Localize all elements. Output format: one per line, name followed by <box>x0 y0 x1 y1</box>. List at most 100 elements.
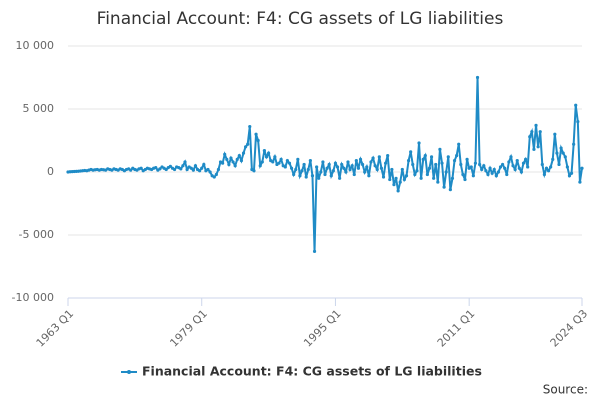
data-point <box>325 166 329 170</box>
data-point <box>390 167 394 172</box>
data-point <box>296 157 300 161</box>
data-point <box>179 167 183 171</box>
data-point <box>315 165 319 169</box>
data-point <box>461 172 465 177</box>
data-point <box>398 180 402 184</box>
data-point <box>200 166 204 170</box>
data-point <box>480 167 484 172</box>
data-point <box>310 174 315 178</box>
data-point <box>321 160 325 164</box>
data-point <box>544 166 549 170</box>
data-point <box>308 159 312 163</box>
data-point <box>534 123 538 127</box>
data-point <box>557 162 561 167</box>
data-point <box>229 156 233 160</box>
data-point <box>327 162 331 167</box>
data-point <box>233 164 237 168</box>
data-point <box>356 166 361 170</box>
y-tick-label: -5 000 <box>19 228 54 241</box>
data-point <box>312 249 317 253</box>
data-point <box>528 135 532 139</box>
data-point <box>235 157 239 161</box>
data-point <box>526 165 530 169</box>
y-tick-label: 10 000 <box>16 39 55 52</box>
data-point <box>442 185 446 189</box>
data-point <box>488 166 492 170</box>
data-point <box>361 162 365 167</box>
data-point <box>252 169 256 173</box>
data-point <box>444 170 448 174</box>
data-point <box>473 161 478 165</box>
data-point <box>231 160 235 164</box>
data-point <box>521 161 526 165</box>
data-point <box>496 170 501 174</box>
data-point <box>530 130 534 134</box>
data-point <box>335 165 340 169</box>
data-point <box>532 147 536 151</box>
data-point <box>565 165 569 169</box>
data-point <box>572 142 576 146</box>
data-point <box>536 145 540 149</box>
data-point <box>432 176 436 180</box>
data-point <box>519 170 524 174</box>
data-point <box>266 151 271 155</box>
data-point <box>289 166 294 170</box>
data-point <box>406 159 411 163</box>
data-point <box>319 170 323 174</box>
x-tick-label: 2011 Q1 <box>435 307 478 350</box>
data-point <box>185 167 189 172</box>
data-point <box>578 180 582 184</box>
data-point <box>478 162 482 167</box>
data-point <box>515 159 519 163</box>
data-point <box>465 157 469 161</box>
data-point <box>129 168 133 172</box>
data-point <box>486 172 490 177</box>
data-point <box>498 165 503 169</box>
data-point <box>348 167 352 172</box>
data-point <box>429 155 434 159</box>
data-point <box>490 171 494 175</box>
data-point <box>540 162 544 167</box>
data-point <box>383 161 388 165</box>
data-point <box>317 176 321 180</box>
data-point <box>396 189 400 193</box>
data-point <box>469 165 473 169</box>
y-tick-label: 0 <box>47 165 54 178</box>
data-point <box>227 162 231 167</box>
data-point <box>438 147 442 151</box>
data-point <box>436 180 440 184</box>
data-point <box>279 157 283 161</box>
data-point <box>237 154 241 158</box>
data-point <box>273 155 277 159</box>
data-point <box>294 167 298 172</box>
source-label: Source: <box>543 383 588 397</box>
data-point <box>302 162 306 167</box>
data-point <box>569 171 574 175</box>
data-point <box>553 132 557 136</box>
data-point <box>574 103 578 107</box>
data-point <box>333 161 338 165</box>
data-point <box>300 169 304 173</box>
data-point <box>373 164 377 168</box>
data-point <box>206 167 210 172</box>
data-point <box>158 167 162 171</box>
series-line <box>67 77 583 252</box>
data-point <box>183 160 187 164</box>
y-tick-label: 5 000 <box>23 102 55 115</box>
data-point <box>413 172 417 177</box>
data-point <box>377 155 381 159</box>
x-tick-label: 1979 Q1 <box>167 307 210 350</box>
x-tick-label: 2024 Q3 <box>548 307 591 350</box>
legend-marker <box>127 370 131 374</box>
data-point <box>494 174 498 178</box>
data-point <box>139 166 143 170</box>
data-point <box>542 172 546 177</box>
data-point <box>248 125 252 129</box>
data-point <box>421 157 425 161</box>
data-point <box>392 183 396 187</box>
data-point <box>264 155 269 159</box>
data-point <box>576 120 580 124</box>
data-point <box>358 157 363 161</box>
data-point <box>168 164 172 168</box>
data-point <box>344 170 348 174</box>
